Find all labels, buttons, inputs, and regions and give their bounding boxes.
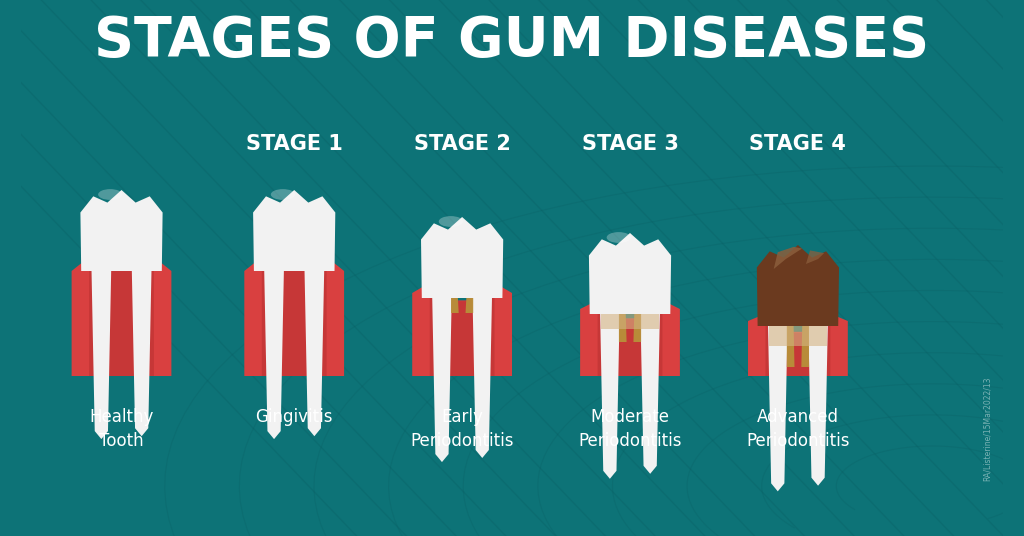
Polygon shape	[634, 311, 641, 342]
Polygon shape	[601, 314, 659, 329]
Polygon shape	[451, 295, 459, 313]
Polygon shape	[808, 316, 828, 486]
Ellipse shape	[606, 232, 631, 243]
Polygon shape	[768, 316, 787, 492]
Polygon shape	[598, 296, 663, 376]
Polygon shape	[253, 190, 335, 271]
Ellipse shape	[98, 189, 122, 200]
Polygon shape	[432, 288, 452, 462]
Polygon shape	[806, 250, 824, 264]
Polygon shape	[421, 217, 503, 298]
Polygon shape	[245, 253, 344, 376]
Text: Early
Periodontitis: Early Periodontitis	[411, 408, 514, 450]
Text: STAGE 2: STAGE 2	[414, 134, 511, 154]
Polygon shape	[89, 251, 154, 376]
Polygon shape	[72, 253, 171, 376]
Ellipse shape	[438, 216, 463, 227]
Polygon shape	[769, 326, 827, 346]
Polygon shape	[600, 304, 620, 479]
Polygon shape	[91, 266, 112, 439]
Polygon shape	[472, 288, 493, 458]
Polygon shape	[466, 295, 473, 313]
Text: Gingivitis: Gingivitis	[255, 408, 333, 426]
Polygon shape	[304, 266, 325, 436]
Polygon shape	[748, 311, 848, 376]
Text: STAGE 1: STAGE 1	[246, 134, 343, 154]
Polygon shape	[640, 304, 660, 474]
Polygon shape	[802, 323, 809, 367]
Polygon shape	[262, 251, 327, 376]
Text: Moderate
Periodontitis: Moderate Periodontitis	[579, 408, 682, 450]
Text: STAGE 3: STAGE 3	[582, 134, 679, 154]
Text: Healthy
Tooth: Healthy Tooth	[89, 408, 154, 450]
Polygon shape	[786, 323, 795, 367]
Ellipse shape	[270, 189, 295, 200]
Polygon shape	[413, 279, 512, 376]
Polygon shape	[774, 247, 802, 269]
Polygon shape	[430, 278, 495, 376]
Polygon shape	[618, 311, 627, 342]
Text: RA/Listerine/15Mar2022/13: RA/Listerine/15Mar2022/13	[983, 376, 991, 481]
Text: STAGE 4: STAGE 4	[750, 134, 847, 154]
Polygon shape	[589, 233, 671, 314]
Polygon shape	[264, 266, 284, 439]
Text: Advanced
Periodontitis: Advanced Periodontitis	[746, 408, 850, 450]
Polygon shape	[757, 245, 839, 326]
Polygon shape	[766, 310, 830, 376]
Polygon shape	[581, 297, 680, 376]
Polygon shape	[132, 266, 152, 436]
Text: STAGES OF GUM DISEASES: STAGES OF GUM DISEASES	[94, 14, 930, 68]
Polygon shape	[81, 190, 163, 271]
